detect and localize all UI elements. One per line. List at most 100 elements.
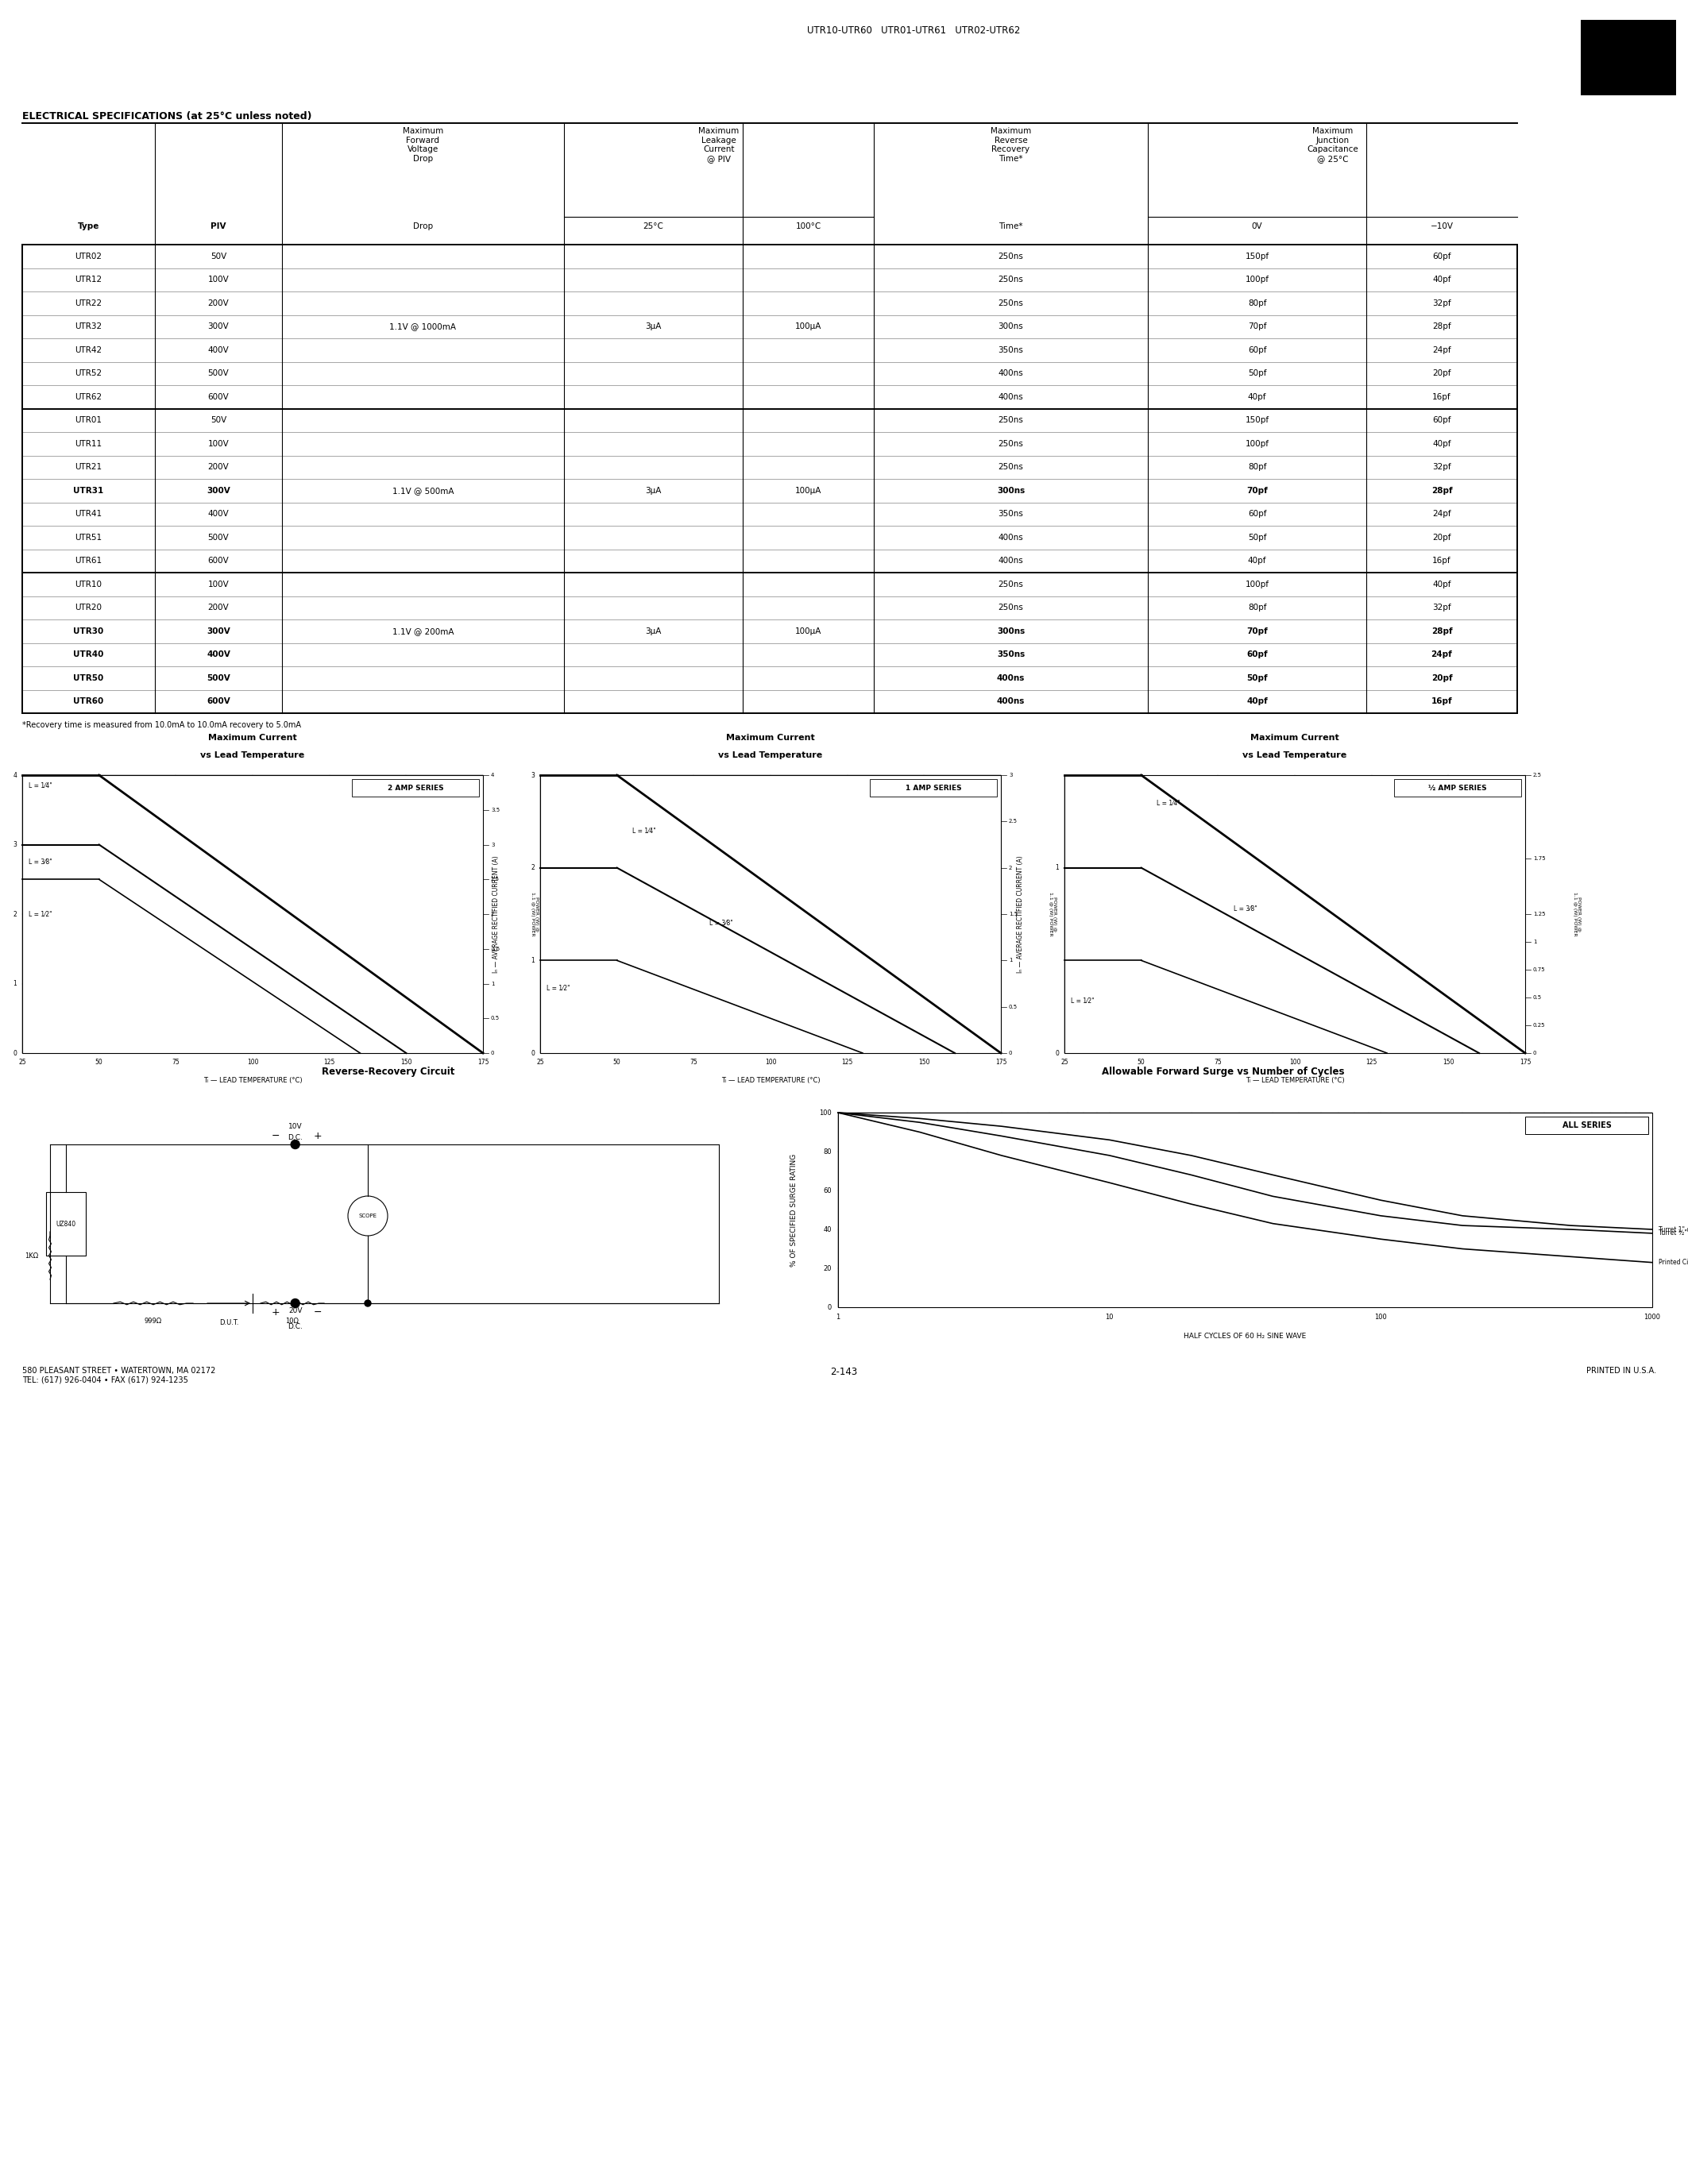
Text: Allowable Forward Surge vs Number of Cycles: Allowable Forward Surge vs Number of Cyc… — [1102, 1066, 1345, 1077]
Text: 400ns: 400ns — [998, 533, 1023, 542]
Text: vs Lead Temperature: vs Lead Temperature — [719, 751, 822, 760]
Text: 1KΩ: 1KΩ — [25, 1251, 39, 1260]
Text: 1.75: 1.75 — [1533, 856, 1546, 860]
Text: Turret 1" centers: Turret 1" centers — [1659, 1225, 1688, 1234]
Text: 10V: 10V — [289, 1123, 302, 1129]
Text: 25°C: 25°C — [643, 223, 663, 229]
Text: 150: 150 — [918, 1059, 930, 1066]
Text: 60pf: 60pf — [1247, 511, 1266, 518]
Text: 0V: 0V — [1252, 223, 1263, 229]
Text: 100: 100 — [765, 1059, 776, 1066]
Text: 1: 1 — [1533, 939, 1536, 943]
Text: 175: 175 — [996, 1059, 1006, 1066]
Text: L = 3⁄8": L = 3⁄8" — [1234, 904, 1258, 913]
Text: 3: 3 — [14, 841, 17, 847]
Text: 3: 3 — [1009, 773, 1013, 778]
Text: 20: 20 — [824, 1265, 832, 1271]
Text: Maximum
Reverse
Recovery
Time*: Maximum Reverse Recovery Time* — [991, 127, 1031, 162]
Text: 20pf: 20pf — [1433, 533, 1452, 542]
Text: 50pf: 50pf — [1247, 369, 1266, 378]
Text: 2-143: 2-143 — [830, 1367, 858, 1378]
Text: UTR50: UTR50 — [73, 675, 103, 681]
Text: L = 1⁄4": L = 1⁄4" — [29, 782, 52, 788]
Text: 2 AMP SERIES: 2 AMP SERIES — [388, 784, 444, 791]
Text: 100μA: 100μA — [795, 323, 822, 330]
Text: 100V: 100V — [208, 581, 230, 587]
Text: UTR10: UTR10 — [74, 581, 101, 587]
Text: UTR61: UTR61 — [74, 557, 101, 566]
Text: 80pf: 80pf — [1247, 463, 1266, 472]
Bar — [1526, 1116, 1647, 1133]
Text: 20V: 20V — [289, 1308, 302, 1315]
Text: 80: 80 — [824, 1149, 832, 1155]
Text: 75: 75 — [690, 1059, 697, 1066]
Text: Maximum Current: Maximum Current — [208, 734, 297, 743]
Text: UTR42: UTR42 — [74, 345, 101, 354]
Text: Maximum
Junction
Capacitance
@ 25°C: Maximum Junction Capacitance @ 25°C — [1307, 127, 1359, 162]
Text: UTR01: UTR01 — [74, 417, 101, 424]
Text: 50V: 50V — [211, 253, 226, 260]
Text: 150: 150 — [1443, 1059, 1453, 1066]
Text: Maximum
Forward
Voltage
Drop: Maximum Forward Voltage Drop — [403, 127, 444, 162]
Text: 175: 175 — [478, 1059, 490, 1066]
Text: 100pf: 100pf — [1246, 275, 1269, 284]
Text: Type: Type — [78, 223, 100, 229]
Text: 60pf: 60pf — [1246, 651, 1268, 660]
Text: L = 1⁄4": L = 1⁄4" — [633, 828, 657, 834]
Text: 175: 175 — [1519, 1059, 1531, 1066]
Text: UTR32: UTR32 — [74, 323, 101, 330]
Text: 400ns: 400ns — [998, 369, 1023, 378]
Text: Maximum Current: Maximum Current — [1251, 734, 1339, 743]
Text: L = 1⁄2": L = 1⁄2" — [29, 911, 52, 917]
Text: 20pf: 20pf — [1433, 369, 1452, 378]
Text: 250ns: 250ns — [998, 275, 1023, 284]
Text: 600V: 600V — [208, 557, 230, 566]
Text: D.U.T.: D.U.T. — [219, 1319, 238, 1326]
Text: 40pf: 40pf — [1247, 393, 1266, 402]
Text: 350ns: 350ns — [998, 651, 1025, 660]
Text: 0: 0 — [1055, 1051, 1058, 1057]
Text: 60pf: 60pf — [1433, 253, 1452, 260]
Text: 4: 4 — [14, 771, 17, 780]
Text: ½ AMP SERIES: ½ AMP SERIES — [1428, 784, 1487, 791]
Text: 16pf: 16pf — [1431, 697, 1452, 705]
Text: 0: 0 — [827, 1304, 832, 1310]
Text: 100: 100 — [1374, 1313, 1388, 1321]
Text: 1.5: 1.5 — [1009, 911, 1018, 917]
Text: 60pf: 60pf — [1247, 345, 1266, 354]
Text: 28pf: 28pf — [1433, 323, 1452, 330]
Text: 3: 3 — [530, 771, 535, 780]
Text: ELECTRICAL SPECIFICATIONS (at 25°C unless noted): ELECTRICAL SPECIFICATIONS (at 25°C unles… — [22, 111, 312, 122]
Text: 50pf: 50pf — [1247, 533, 1266, 542]
Bar — [1580, 20, 1676, 96]
Text: −10V: −10V — [1430, 223, 1453, 229]
Text: 3μA: 3μA — [645, 487, 662, 494]
Text: L = 1⁄4": L = 1⁄4" — [1156, 799, 1180, 806]
Text: UTR22: UTR22 — [74, 299, 101, 308]
Text: 0.25: 0.25 — [1533, 1022, 1546, 1029]
Text: 24pf: 24pf — [1433, 345, 1452, 354]
Text: 350ns: 350ns — [998, 345, 1023, 354]
Text: 40pf: 40pf — [1433, 581, 1452, 587]
Text: PIV: PIV — [211, 223, 226, 229]
Text: 70pf: 70pf — [1247, 323, 1266, 330]
Text: 100pf: 100pf — [1246, 581, 1269, 587]
Bar — [869, 780, 998, 797]
Text: ALL SERIES: ALL SERIES — [1561, 1120, 1612, 1129]
Text: 250ns: 250ns — [998, 253, 1023, 260]
Text: UTR52: UTR52 — [74, 369, 101, 378]
Circle shape — [290, 1140, 299, 1149]
Text: 50: 50 — [613, 1059, 621, 1066]
Text: 40: 40 — [824, 1225, 832, 1234]
Text: 125: 125 — [324, 1059, 336, 1066]
Text: 25: 25 — [537, 1059, 544, 1066]
Text: 2.5: 2.5 — [491, 878, 500, 882]
Text: 500V: 500V — [206, 675, 230, 681]
Text: Time*: Time* — [999, 223, 1023, 229]
Text: 70pf: 70pf — [1246, 627, 1268, 636]
Circle shape — [290, 1299, 299, 1308]
Text: 400V: 400V — [208, 345, 230, 354]
Text: 0: 0 — [1533, 1051, 1536, 1055]
Text: 300V: 300V — [208, 323, 230, 330]
Text: 250ns: 250ns — [998, 463, 1023, 472]
